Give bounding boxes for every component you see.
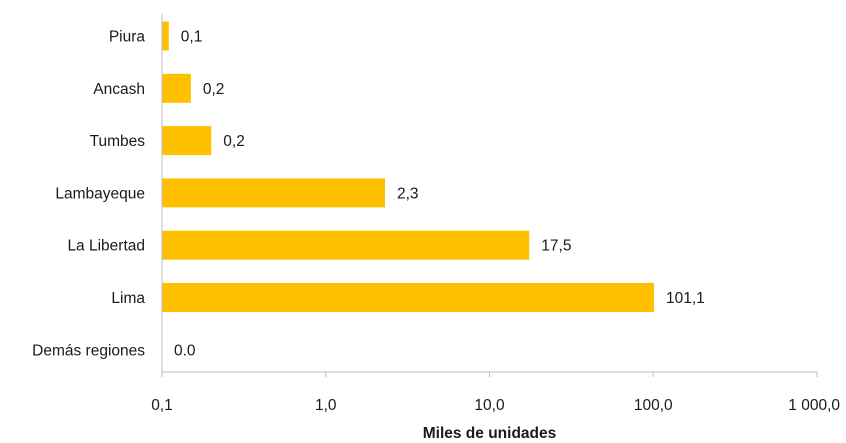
data-label: 2,3 xyxy=(397,185,419,202)
data-label: 17,5 xyxy=(541,238,571,255)
x-tick-label: 10,0 xyxy=(474,397,505,414)
data-label: 0,2 xyxy=(223,133,245,150)
bar-ancash xyxy=(162,73,191,103)
category-label: Demás regiones xyxy=(32,342,145,359)
category-label: Tumbes xyxy=(90,133,146,150)
data-label: 0,2 xyxy=(203,81,225,98)
x-axis-title: Miles de unidades xyxy=(423,425,557,442)
x-tick-label: 1 000,0 xyxy=(788,397,840,414)
x-tick-label: 0,1 xyxy=(151,397,173,414)
bar-piura xyxy=(162,21,169,51)
bar-lambayeque xyxy=(162,178,385,208)
bars xyxy=(162,21,655,312)
bar-lima xyxy=(162,283,655,312)
bar-tumbes xyxy=(162,126,212,156)
category-label: Ancash xyxy=(93,81,145,98)
value-labels: 0,1 0,2 0,2 2,3 17,5 101,1 0.0 xyxy=(174,29,705,360)
category-label: La Libertad xyxy=(67,238,145,255)
category-label: Piura xyxy=(109,29,146,46)
x-axis: 0,1 1,0 10,0 100,0 1 000,0 xyxy=(151,14,840,414)
data-label: 101,1 xyxy=(666,290,705,307)
category-label: Lambayeque xyxy=(55,185,145,202)
category-label: Lima xyxy=(111,290,145,307)
x-tick-label: 1,0 xyxy=(315,397,337,414)
data-label: 0,1 xyxy=(181,29,203,46)
x-tick-label: 100,0 xyxy=(634,397,673,414)
category-labels: Piura Ancash Tumbes Lambayeque La Libertad Li… xyxy=(32,29,145,360)
data-label: 0.0 xyxy=(174,342,196,359)
bar-la-libertad xyxy=(162,230,530,260)
